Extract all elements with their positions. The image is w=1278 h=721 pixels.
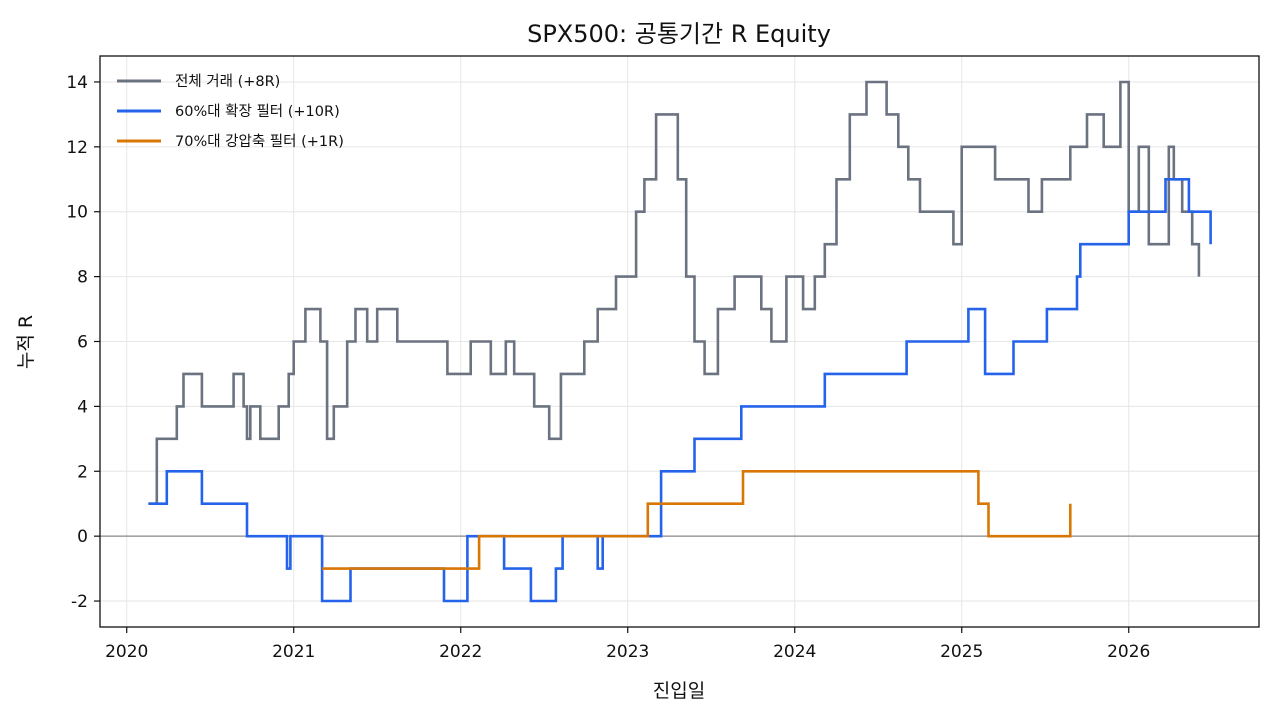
y-axis: -2 0 2 4 6 8 10 12 14 xyxy=(66,73,100,612)
y-tick-label: -2 xyxy=(71,592,88,612)
x-tick-label: 2024 xyxy=(773,642,816,662)
series-layer xyxy=(148,80,1212,603)
x-tick-label: 2022 xyxy=(439,642,482,662)
y-axis-label: 누적 R xyxy=(15,315,37,369)
y-tick-label: 2 xyxy=(77,462,88,482)
x-axis-label: 진입일 xyxy=(653,680,705,702)
legend-label-1: 60%대 확장 필터 (+10R) xyxy=(175,103,340,120)
y-tick-label: 8 xyxy=(77,268,88,288)
legend: 전체 거래 (+8R) 60%대 확장 필터 (+10R) 70%대 강압축 필터 … xyxy=(117,73,344,150)
y-tick-label: 14 xyxy=(66,73,88,93)
y-tick-label: 0 xyxy=(77,527,88,547)
x-tick-label: 2026 xyxy=(1107,642,1150,662)
series-line-0 xyxy=(148,80,1201,505)
chart-title: SPX500: 공통기간 R Equity xyxy=(527,20,831,48)
series-line-2 xyxy=(322,470,1072,570)
x-tick-label: 2021 xyxy=(272,642,315,662)
legend-label-0: 전체 거래 (+8R) xyxy=(175,73,280,90)
series-line-1 xyxy=(148,178,1212,603)
y-tick-label: 6 xyxy=(77,333,88,353)
y-tick-label: 12 xyxy=(66,138,88,158)
x-tick-label: 2025 xyxy=(940,642,983,662)
y-tick-label: 4 xyxy=(77,397,88,417)
legend-label-2: 70%대 강압축 필터 (+1R) xyxy=(175,133,344,150)
x-tick-label: 2023 xyxy=(606,642,649,662)
y-tick-label: 10 xyxy=(66,203,88,223)
x-tick-label: 2020 xyxy=(105,642,148,662)
x-axis: 2020 2021 2022 2023 2024 2025 2026 xyxy=(105,627,1150,662)
